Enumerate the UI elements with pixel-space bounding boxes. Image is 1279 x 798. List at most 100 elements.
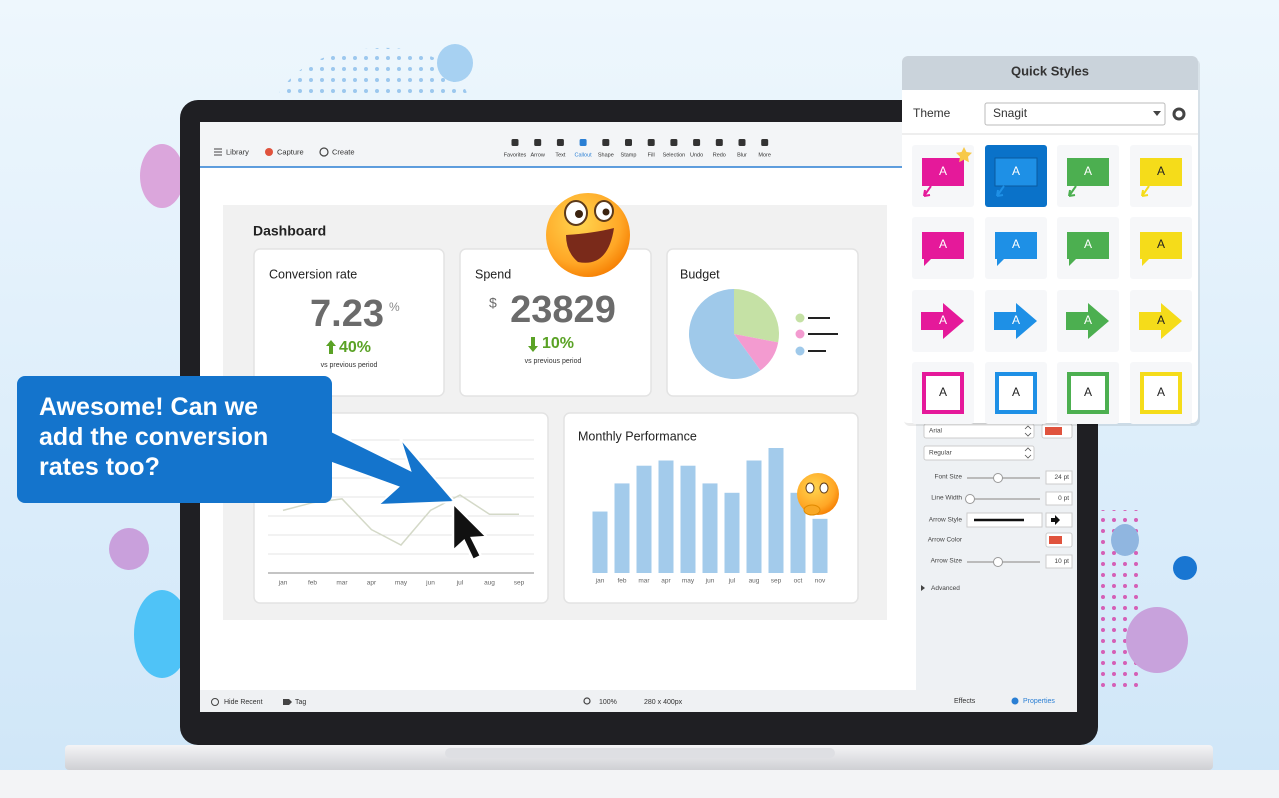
tool-icon[interactable] [511,139,519,146]
style-label: A [1012,237,1020,251]
toolbar-button[interactable]: Capture [277,147,304,156]
toolbar-button[interactable]: Library [226,147,249,156]
pie-slice [734,334,779,371]
laptop-notch [445,748,835,758]
history-icon [211,698,219,706]
toolbar-button[interactable]: Create [332,147,355,156]
x-tick-label: jan [278,580,288,587]
arrow-head-icon [1051,515,1060,525]
tool-icon[interactable] [670,139,678,146]
tool-icon[interactable] [761,139,769,146]
floor [0,770,1279,798]
blob [1111,524,1139,556]
x-tick-label: jun [425,580,435,587]
tool-icon[interactable] [693,139,701,146]
metric-value: 23829 [510,289,616,331]
style-label: A [1084,313,1092,327]
x-tick-label: apr [661,578,671,585]
tool-icon[interactable] [602,139,610,146]
bottom-button[interactable]: Effects [954,698,976,705]
style-label: A [939,313,947,327]
tool-label[interactable]: Arrow [531,152,545,158]
settings-gear[interactable] [1172,107,1186,121]
bottom-button[interactable]: 280 x 400px [644,699,683,706]
blob [437,44,473,82]
style-label: A [1084,237,1092,251]
bottom-button[interactable]: Hide Recent [224,699,263,706]
x-tick-label: aug [484,580,495,587]
slider-thumb[interactable] [993,473,1003,483]
blob [1173,556,1197,580]
field-label: Font Size [935,474,963,481]
bar [636,465,652,573]
tool-icon[interactable] [738,139,746,146]
callout-box [17,376,332,503]
tool-label[interactable]: Blur [737,152,747,158]
section-toggle[interactable]: Advanced [931,585,960,592]
panel-title: Quick Styles [1011,63,1089,78]
tool-icon[interactable] [625,139,632,146]
x-tick-label: nov [815,578,826,585]
tool-label[interactable]: Callout [575,152,593,158]
style-shape [922,232,964,266]
metric-note: vs previous period [525,358,582,365]
card-label: Spend [475,267,511,281]
theme-dropdown[interactable] [984,102,1166,126]
callout-text: Awesome! Can we add the conversion rates t… [39,393,268,481]
field-value: 0 pt [1058,495,1069,502]
x-tick-label: feb [308,580,317,587]
tool-label[interactable]: Redo [713,152,726,158]
bar [812,518,828,573]
mouse-cursor [451,499,490,562]
bar [746,460,762,573]
dropdown-value: Regular [929,450,953,457]
x-tick-label: sep [771,578,782,585]
tool-label[interactable]: Stamp [621,152,637,158]
pie-slice [734,288,780,343]
gear-icon [1011,697,1019,705]
tool-label[interactable]: Undo [690,152,703,158]
bottom-button[interactable]: Tag [295,699,306,706]
legend-dot [795,346,805,356]
create-icon [319,147,329,157]
field-value: 10 pt [1055,558,1070,565]
tool-label[interactable]: Fill [648,152,655,158]
color-fill [1049,536,1062,544]
bar [658,460,674,573]
field-label: Arrow Size [931,558,963,565]
bar [702,483,718,573]
tool-label[interactable]: Selection [663,152,686,158]
tool-label[interactable]: More [758,152,771,158]
tool-icon[interactable] [579,139,587,146]
tool-icon[interactable] [556,139,564,146]
tool-label[interactable]: Favorites [504,152,527,158]
style-label: A [1157,385,1165,399]
bottom-button[interactable]: 100% [599,699,617,706]
style-label: A [1012,385,1020,399]
field-value: 24 pt [1055,474,1070,481]
callout-line: rates too? [39,453,160,481]
up-arrow [326,340,336,354]
dropdown[interactable] [923,423,1035,439]
tool-icon[interactable] [647,139,655,146]
bar [592,511,608,573]
slider-thumb[interactable] [993,557,1003,567]
tool-icon[interactable] [715,139,723,146]
tool-label[interactable]: Text [555,152,566,158]
panel-header [902,56,1198,90]
blob [1126,607,1188,673]
style-tail [996,185,1005,197]
field-value-box [1045,470,1073,485]
slider-thumb[interactable] [965,494,975,504]
dropdown[interactable] [923,445,1035,461]
emoji-eye [805,482,815,494]
tool-icon[interactable] [534,139,542,146]
emoji-hand [803,504,821,516]
x-tick-label: mar [336,580,348,587]
style-shape [1067,232,1109,266]
tool-label[interactable]: Shape [598,152,614,158]
style-label: A [1012,164,1020,178]
pie-slice [689,289,761,379]
style-label: A [1084,164,1092,178]
bottom-button[interactable]: Properties [1023,698,1055,705]
